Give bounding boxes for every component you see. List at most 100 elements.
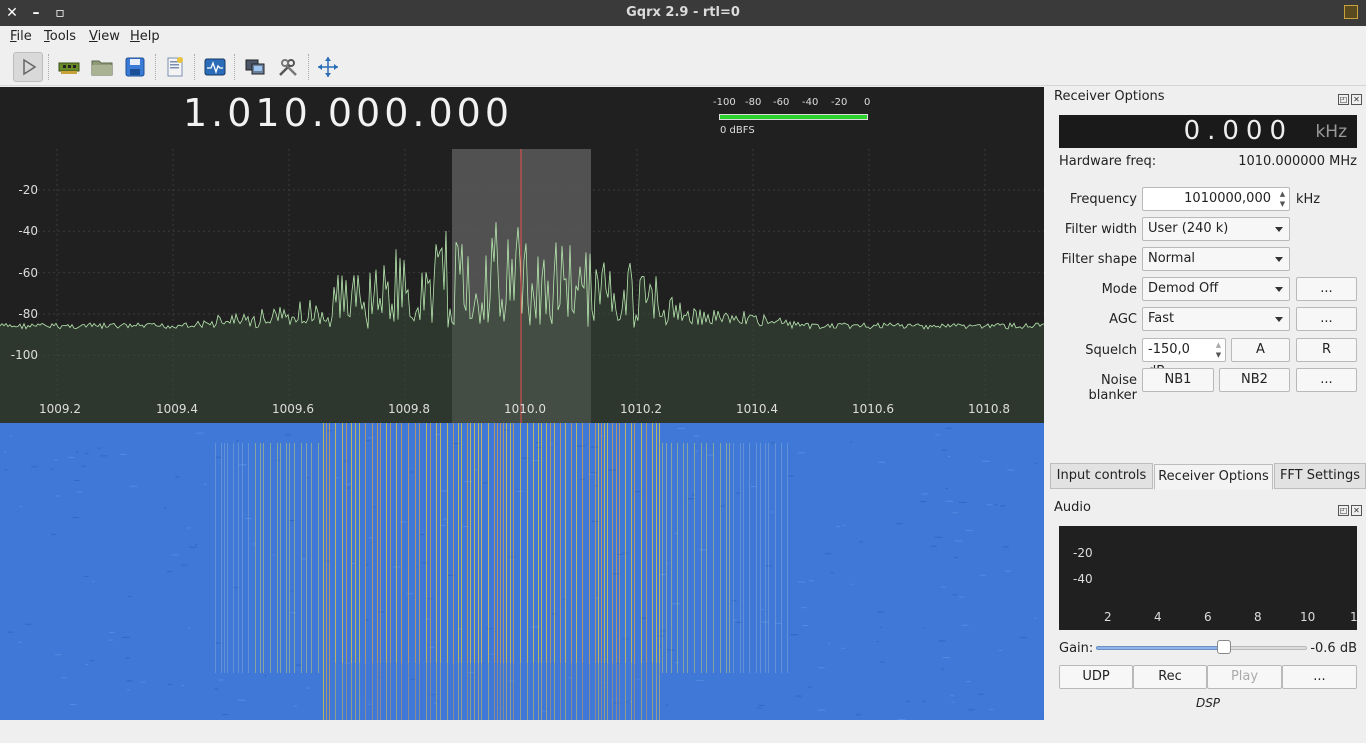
bookmark-icon[interactable]	[160, 52, 190, 82]
close-icon[interactable]: ✕	[1351, 505, 1362, 516]
waterfall-noise	[807, 686, 812, 688]
waterfall-signal-line	[595, 423, 596, 720]
waterfall-noise	[563, 599, 566, 601]
waterfall-noise	[457, 628, 463, 630]
play-icon[interactable]	[13, 52, 43, 82]
waterfall-signal-line	[436, 423, 437, 720]
tab-input-controls[interactable]: Input controls	[1050, 463, 1153, 489]
spin-up-icon[interactable]: ▲	[1279, 190, 1286, 198]
chevron-down-icon	[1275, 317, 1283, 322]
waterfall-signal-line	[326, 423, 327, 720]
smeter-tick: -60	[773, 97, 790, 108]
waterfall-noise	[215, 642, 222, 644]
float-icon[interactable]: ◰	[1338, 94, 1349, 105]
close-icon[interactable]: ✕	[6, 5, 18, 21]
waterfall-signal-line	[286, 443, 287, 673]
float-icon[interactable]: ◰	[1338, 505, 1349, 516]
waterfall-signal-line	[701, 443, 702, 673]
menu-view[interactable]: View	[89, 29, 120, 44]
waterfall-noise	[699, 549, 707, 551]
menu-help[interactable]: Help	[130, 29, 160, 44]
tab-fft-settings[interactable]: FFT Settings	[1274, 463, 1366, 489]
filter-width-select[interactable]: User (240 k)	[1142, 217, 1290, 241]
remote-icon[interactable]	[240, 52, 270, 82]
waterfall-noise	[568, 677, 571, 679]
waterfall-noise	[214, 456, 222, 458]
menu-tools[interactable]: Tools	[44, 29, 77, 44]
x-tick: 1010.0	[504, 402, 546, 416]
agc-select[interactable]: Fast	[1142, 307, 1290, 331]
filter-shape-select[interactable]: Normal	[1142, 247, 1290, 271]
waterfall-noise	[232, 587, 238, 589]
play-button[interactable]: Play	[1207, 665, 1282, 689]
squelch-input[interactable]: -150,0 dB ▲ ▼	[1142, 338, 1226, 379]
nb2-button[interactable]: NB2	[1219, 368, 1290, 392]
dsp-label: DSP	[1195, 696, 1221, 710]
mode-options-button[interactable]: ...	[1296, 277, 1357, 301]
waterfall-noise	[790, 634, 799, 636]
hardware-icon[interactable]	[54, 52, 84, 82]
smeter-tick: -80	[745, 97, 762, 108]
audio-x-tick: 2	[1104, 610, 1112, 624]
frequency-display[interactable]: 1.010.000.000	[183, 91, 514, 135]
waterfall-signal-line	[335, 423, 336, 720]
waterfall-noise	[696, 679, 705, 681]
close-icon[interactable]: ✕	[1351, 94, 1362, 105]
waterfall-shade	[330, 663, 660, 720]
minimize-icon[interactable]: –	[32, 5, 40, 21]
waterfall-noise	[306, 477, 310, 479]
x-tick: 1010.8	[968, 402, 1010, 416]
filter-width-label: Filter width	[1064, 222, 1137, 237]
tools-icon[interactable]	[273, 52, 303, 82]
waterfall-noise	[285, 434, 292, 436]
waterfall-display[interactable]	[0, 423, 1044, 720]
spin-down-icon[interactable]: ▼	[1279, 200, 1286, 208]
y-tick: -80	[18, 307, 38, 321]
waterfall-signal-line	[306, 443, 307, 673]
spin-up-icon[interactable]: ▲	[1215, 341, 1222, 349]
waterfall-noise	[54, 459, 58, 461]
waterfall-noise	[942, 657, 951, 659]
waterfall-noise	[188, 627, 191, 629]
gain-slider-handle[interactable]	[1217, 640, 1232, 654]
audio-options-button[interactable]: ...	[1282, 665, 1357, 689]
spectrum-plotter[interactable]: 1.010.000.000 -100 -80 -60 -40 -20 0 0 d…	[0, 87, 1044, 423]
fullscreen-icon[interactable]	[313, 52, 343, 82]
waterfall-noise	[1034, 617, 1037, 619]
frequency-input[interactable]: 1010000,000 ▲ ▼	[1142, 187, 1290, 211]
waterfall-noise	[765, 565, 773, 567]
save-icon[interactable]	[120, 52, 150, 82]
nb1-button[interactable]: NB1	[1142, 368, 1214, 392]
waterfall-noise	[203, 483, 207, 485]
waterfall-noise	[952, 512, 959, 514]
maximize-icon[interactable]: ▫	[55, 5, 65, 21]
waterfall-noise	[905, 700, 910, 702]
waterfall-signal-line	[612, 423, 613, 720]
squelch-reset-button[interactable]: R	[1296, 338, 1357, 362]
squelch-auto-button[interactable]: A	[1231, 338, 1290, 362]
nb-options-button[interactable]: ...	[1296, 368, 1357, 392]
offset-frequency-display[interactable]: 0.000 kHz	[1059, 115, 1357, 148]
waterfall-signal-line	[687, 443, 688, 673]
waterfall-noise	[122, 636, 130, 638]
waterfall-signal-line	[263, 443, 264, 673]
waterfall-noise	[236, 439, 239, 441]
x-tick: 1009.8	[388, 402, 430, 416]
filter-shape-value: Normal	[1148, 251, 1196, 266]
menu-file[interactable]: File	[10, 29, 32, 44]
waterfall-noise	[97, 447, 101, 449]
open-icon[interactable]	[87, 52, 117, 82]
waterfall-signal-line	[652, 423, 653, 720]
waterfall-noise	[841, 647, 846, 649]
gain-slider[interactable]	[1096, 646, 1307, 650]
signal-icon[interactable]	[200, 52, 230, 82]
tab-receiver-options[interactable]: Receiver Options	[1154, 464, 1273, 490]
spin-down-icon[interactable]: ▼	[1215, 351, 1222, 359]
waterfall-noise	[590, 446, 598, 448]
waterfall-noise	[947, 455, 951, 457]
udp-button[interactable]: UDP	[1059, 665, 1133, 689]
agc-options-button[interactable]: ...	[1296, 307, 1357, 331]
waterfall-noise	[879, 661, 885, 663]
rec-button[interactable]: Rec	[1133, 665, 1207, 689]
mode-select[interactable]: Demod Off	[1142, 277, 1290, 301]
